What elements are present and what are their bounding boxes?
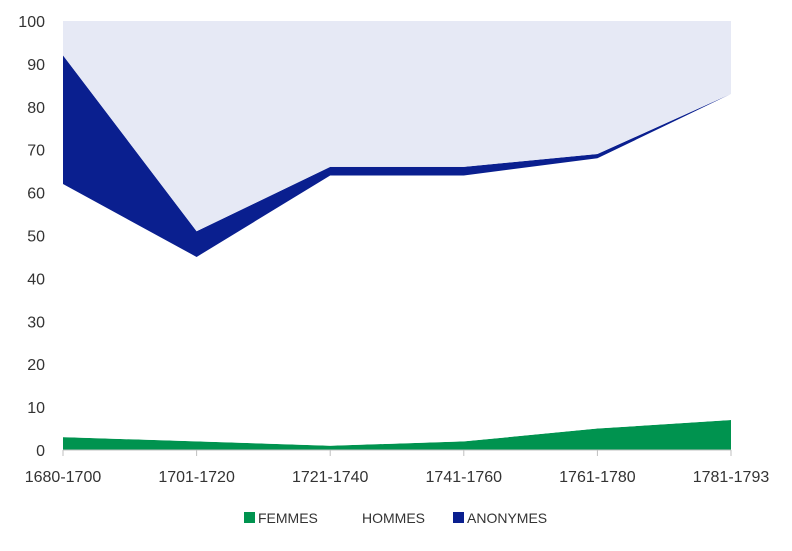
y-tick-label: 40: [27, 271, 45, 288]
y-tick-label: 90: [27, 57, 45, 74]
legend-label-femmes: FEMMES: [258, 510, 318, 526]
legend-swatch-anonymes: [453, 512, 464, 523]
y-tick-label: 80: [27, 100, 45, 117]
legend-swatch-hommes: [348, 512, 359, 523]
legend-swatch-femmes: [244, 512, 255, 523]
y-tick-label: 30: [27, 314, 45, 331]
x-tick-label: 1761-1780: [559, 469, 636, 486]
legend-label-hommes: HOMMES: [362, 510, 425, 526]
y-tick-label: 70: [27, 143, 45, 160]
areas-layer: [63, 21, 731, 450]
y-tick-label: 50: [27, 229, 45, 246]
x-axis-ticks: 1680-1700 1701-1720 1721-1740 1741-1760 1761…: [25, 450, 770, 486]
y-tick-label: 10: [27, 400, 45, 417]
legend-label-anonymes: ANONYMES: [467, 510, 547, 526]
legend: FEMMES HOMMES ANONYMES: [244, 510, 547, 526]
y-axis-ticks: 0 10 20 30 40 50 60 70 80 90 100: [18, 14, 45, 460]
y-tick-label: 0: [36, 443, 45, 460]
x-tick-label: 1701-1720: [158, 469, 235, 486]
y-tick-label: 60: [27, 186, 45, 203]
area-series-anonymes: [63, 55, 731, 257]
x-tick-label: 1680-1700: [25, 469, 102, 486]
area-series-femmes: [63, 419, 731, 450]
area-series-hommes: [63, 93, 731, 446]
x-tick-label: 1781-1793: [693, 469, 770, 486]
x-tick-label: 1721-1740: [292, 469, 369, 486]
area-series-remainder: [63, 21, 731, 232]
y-tick-label: 20: [27, 357, 45, 374]
x-tick-label: 1741-1760: [426, 469, 503, 486]
y-tick-label: 100: [18, 14, 45, 31]
